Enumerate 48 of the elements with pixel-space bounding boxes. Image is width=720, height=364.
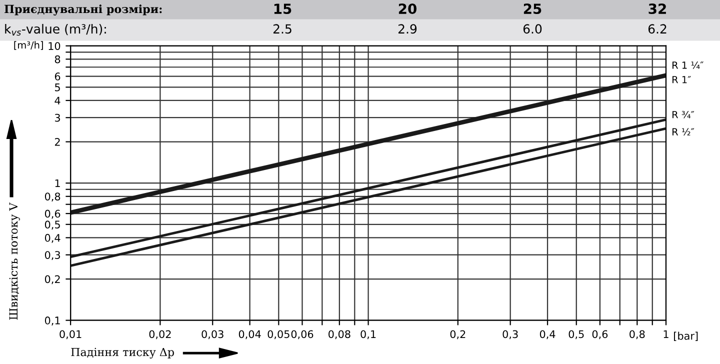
y-tick-label: 5 [55, 84, 60, 92]
x-tick-label: 0,01 [60, 330, 82, 340]
y-tick-label: 8 [54, 55, 60, 64]
text: 20 [398, 4, 416, 14]
text: Приєднувальні розміри: [4, 4, 162, 16]
x-tick-label: 0,3 [502, 330, 518, 340]
y-tick-label: 0,6 [44, 210, 60, 219]
x-tick-label: 0,1 [360, 330, 376, 340]
text: 6.0 [523, 24, 542, 34]
x-tick-label: 0,02 [149, 330, 171, 340]
series-label: R 1″ [672, 76, 691, 84]
text: 32 [648, 4, 666, 14]
x-tick-label: 0,4 [540, 330, 556, 340]
y-tick-label: 0,4 [44, 234, 60, 243]
series-label: R ¾″ [672, 110, 694, 118]
x-tick-label: 1 [664, 330, 668, 338]
x-tick-label: 0,8 [630, 330, 645, 340]
y-tick-label: 2 [54, 138, 60, 146]
x-tick-label: 0,06 [291, 330, 314, 340]
text: 6.2 [648, 24, 666, 34]
y-tick-label: 6 [54, 72, 60, 80]
series-label: R ½″ [672, 128, 694, 136]
text: 2.9 [398, 24, 417, 34]
y-tick-label: 4 [54, 96, 60, 104]
y-tick-label: 10 [48, 42, 60, 50]
x-axis-title: Падіння тиску Δp [71, 348, 174, 359]
y-tick-label: 0,8 [44, 192, 60, 202]
x-tick-label: 0,5 [568, 330, 584, 340]
x-tick-label: 0,2 [450, 330, 466, 340]
x-tick-label: 0,6 [592, 330, 608, 340]
text: 15 [274, 4, 292, 14]
text: 2.5 [273, 24, 292, 34]
y-tick-label: 0,3 [44, 251, 60, 260]
x-tick-label: 0,05 [268, 330, 290, 340]
y-tick-label: 1 [55, 179, 60, 188]
series-label: R 1 ¼″ [672, 61, 704, 69]
text: [m³/h] [14, 41, 43, 50]
y-tick-label: 0,2 [44, 275, 60, 284]
y-tick-label: 3 [55, 114, 60, 122]
text: [bar] [674, 332, 698, 342]
text: k$_{vs}$-value (m³/h): [5, 24, 106, 36]
x-tick-label: 0,04 [238, 330, 261, 340]
x-tick-label: 0,08 [328, 330, 350, 340]
x-tick-label: 0,03 [202, 330, 224, 340]
text: 25 [524, 4, 542, 14]
y-tick-label: 0,1 [44, 316, 60, 326]
y-tick-label: 0,5 [44, 220, 60, 230]
y-axis-title: Швидкість потоку V [9, 202, 20, 320]
